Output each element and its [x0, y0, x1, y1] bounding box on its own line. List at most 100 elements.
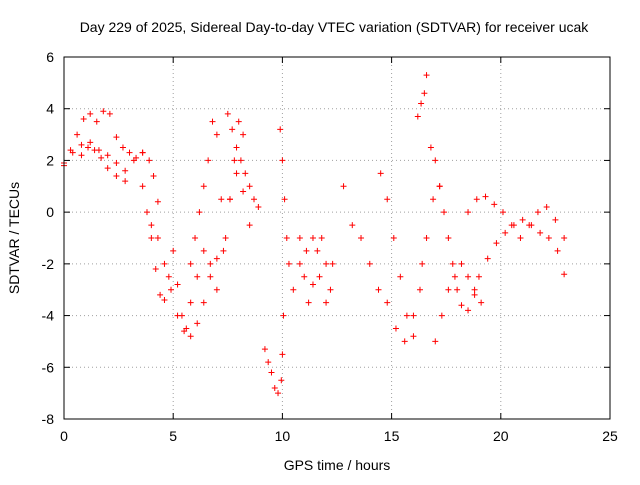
data-point: [465, 209, 472, 216]
data-point: [146, 157, 153, 164]
data-point: [419, 260, 426, 267]
data-point: [329, 260, 336, 267]
data-point: [80, 116, 87, 123]
data-point: [170, 247, 177, 254]
data-point: [517, 235, 524, 241]
data-point: [187, 333, 194, 340]
data-point: [279, 351, 286, 358]
data-point: [445, 286, 452, 293]
data-point: [432, 338, 439, 345]
data-point: [484, 255, 491, 262]
data-point: [458, 260, 465, 267]
data-point: [275, 390, 282, 397]
data-point: [93, 118, 100, 125]
data-point: [384, 299, 391, 306]
data-point: [403, 312, 410, 319]
data-point: [174, 281, 181, 288]
data-point: [242, 170, 249, 177]
data-point: [174, 312, 181, 319]
data-point: [98, 154, 105, 161]
data-point: [377, 170, 384, 177]
data-point: [91, 147, 98, 154]
data-point: [296, 260, 303, 267]
data-point: [283, 235, 290, 241]
data-point: [78, 141, 85, 148]
y-tick-label: -2: [42, 256, 55, 272]
data-point: [271, 384, 278, 391]
data-point: [194, 320, 201, 327]
series-track-R: [465, 193, 568, 241]
series-track-M: [340, 183, 426, 345]
data-point: [224, 110, 231, 117]
data-point: [296, 235, 303, 241]
data-point: [207, 260, 214, 267]
data-point: [427, 144, 434, 151]
data-point: [432, 157, 439, 164]
data-point: [392, 325, 399, 332]
data-point: [316, 273, 323, 280]
data-point: [436, 183, 443, 190]
x-tick-label: 20: [493, 428, 509, 444]
plot-frame: [63, 56, 611, 420]
data-point: [229, 126, 236, 133]
data-point: [200, 247, 207, 254]
x-tick-label: 0: [60, 428, 68, 444]
x-tick-label: 10: [275, 428, 291, 444]
series-track-H: [224, 110, 262, 210]
data-point: [113, 172, 120, 179]
data-point: [233, 170, 240, 177]
data-point: [301, 273, 308, 280]
data-point: [471, 286, 478, 293]
data-point: [218, 196, 225, 203]
data-point: [430, 196, 437, 203]
data-point: [213, 286, 220, 293]
data-point: [246, 183, 253, 190]
data-point: [126, 149, 133, 156]
data-point: [318, 235, 325, 241]
data-point: [78, 152, 85, 159]
data-point: [397, 273, 404, 280]
series-track-C: [78, 144, 129, 185]
data-point: [222, 235, 229, 241]
data-point: [499, 209, 506, 216]
data-point: [390, 235, 397, 241]
data-point: [366, 260, 373, 267]
data-point: [240, 131, 247, 138]
data-point: [261, 346, 268, 353]
data-point: [418, 100, 425, 107]
series-track-F: [187, 118, 247, 267]
data-point: [152, 266, 159, 273]
data-point: [323, 260, 330, 267]
data-point: [251, 196, 258, 203]
data-point: [85, 144, 92, 151]
series-track-K: [290, 235, 336, 306]
data-point: [268, 369, 275, 376]
data-point: [545, 235, 552, 241]
series-track-L: [296, 235, 334, 306]
data-point: [106, 110, 113, 117]
data-point: [148, 235, 155, 241]
data-point: [401, 338, 408, 345]
y-tick-label: 2: [46, 152, 54, 168]
data-point: [213, 255, 220, 262]
data-point: [309, 235, 316, 241]
data-point: [200, 299, 207, 306]
data-point: [233, 144, 240, 151]
data-point: [449, 260, 456, 267]
data-point: [205, 157, 212, 164]
data-point: [240, 188, 247, 195]
data-point: [465, 307, 472, 314]
series-track-E: [148, 222, 220, 340]
data-point: [285, 260, 292, 267]
data-point: [104, 165, 111, 172]
y-tick-label: 4: [46, 101, 54, 117]
data-point: [161, 297, 168, 304]
data-point: [246, 222, 253, 229]
data-point: [543, 203, 550, 210]
data-point: [196, 209, 203, 216]
data-point: [537, 229, 544, 236]
series-track-O: [414, 72, 430, 120]
axis-ticks: 0 5 10 15 20 25 -8 -6 -4 -2 0 2 4 6: [42, 49, 618, 444]
data-point: [491, 201, 498, 208]
